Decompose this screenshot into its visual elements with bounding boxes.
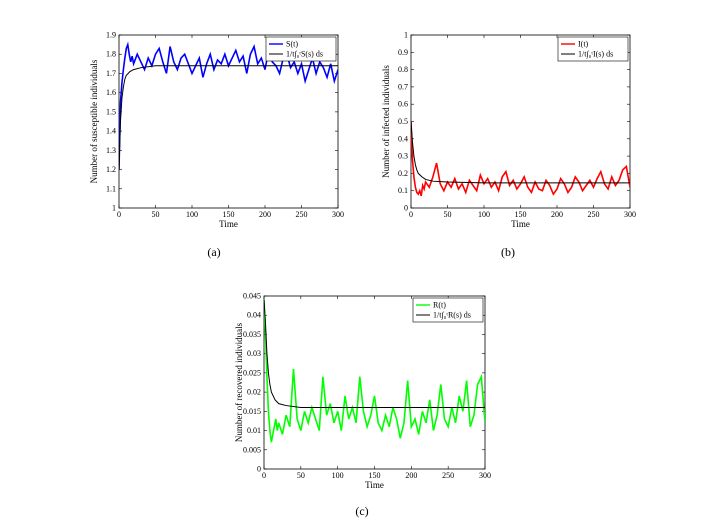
y-tick-label: 0.04: [247, 311, 261, 320]
x-tick-label: 150: [369, 471, 381, 480]
y-tick-label: 1: [112, 204, 116, 213]
legend-entry: R(t): [433, 301, 446, 310]
x-axis-label: Time: [365, 480, 384, 490]
y-tick-label: 0.01: [247, 426, 261, 435]
y-tick-label: 0.7: [398, 82, 408, 91]
series-line-2: [264, 299, 485, 408]
y-tick-label: 1.5: [106, 107, 116, 116]
panel-label: (b): [501, 245, 515, 259]
panel-label: (c): [355, 504, 368, 518]
chart-panel-2: 0 50 100 150 200 250 300 0 0.1 0.2 0.3 0.4 0.5 0.6 0.7…: [381, 31, 636, 260]
series-line-2: [411, 121, 630, 184]
legend: R(t)1/t∫₀ᵗR(s) ds: [412, 297, 484, 323]
y-tick-label: 0: [257, 465, 261, 474]
legend-box: [412, 297, 484, 323]
y-tick-label: 1.7: [106, 69, 116, 78]
legend: S(t)1/t∫₀ᵗS(s) ds: [265, 36, 337, 62]
x-tick-label: 250: [442, 471, 454, 480]
y-tick-label: 1.1: [106, 184, 116, 193]
x-tick-label: 50: [444, 210, 452, 219]
y-tick-label: 1.2: [106, 165, 116, 174]
y-tick-label: 0.03: [247, 349, 261, 358]
x-tick-label: 100: [332, 471, 344, 480]
x-tick-label: 200: [259, 210, 271, 219]
y-tick-label: 0.035: [243, 330, 261, 339]
y-tick-label: 0.02: [247, 388, 261, 397]
y-tick-label: 0: [404, 204, 408, 213]
y-axis-label: Number of susceptible individuals: [89, 59, 99, 183]
panel-label: (a): [207, 245, 220, 259]
series-line-1: [264, 299, 485, 443]
x-tick-label: 100: [186, 210, 198, 219]
y-tick-label: 0.005: [243, 445, 261, 454]
x-tick-label: 300: [479, 471, 491, 480]
y-tick-label: 0.1: [398, 186, 408, 195]
y-tick-label: 0.6: [398, 100, 408, 109]
y-tick-label: 1.8: [106, 50, 116, 59]
legend-entry: I(t): [578, 40, 589, 49]
x-tick-label: 300: [332, 210, 344, 219]
y-tick-label: 0.025: [243, 368, 261, 377]
x-tick-label: 150: [223, 210, 235, 219]
y-tick-label: 0.045: [243, 292, 261, 301]
x-tick-label: 0: [262, 471, 266, 480]
chart-panel-1: 0 50 100 150 200 250 300 1 1.1 1.2 1.3 1.4 1.5 1.6 1.7…: [89, 31, 344, 260]
x-tick-label: 0: [409, 210, 413, 219]
y-tick-label: 0.5: [398, 117, 408, 126]
y-axis-label: Number of recovered individuals: [234, 322, 244, 442]
y-tick-label: 1.3: [106, 146, 116, 155]
y-tick-label: 0.3: [398, 152, 408, 161]
y-axis-label: Number of infected individuals: [381, 65, 391, 178]
x-tick-label: 50: [152, 210, 160, 219]
x-tick-label: 150: [515, 210, 527, 219]
series-line-2: [119, 65, 338, 170]
y-tick-label: 0.2: [398, 169, 408, 178]
x-axis-label: Time: [219, 219, 238, 229]
legend-entry: 1/t∫₀ᵗS(s) ds: [286, 50, 323, 59]
y-tick-label: 1.4: [106, 127, 116, 136]
x-tick-label: 50: [297, 471, 305, 480]
y-tick-label: 1: [404, 31, 408, 40]
y-tick-label: 0.8: [398, 65, 408, 74]
y-tick-label: 0.9: [398, 48, 408, 57]
legend-entry: 1/t∫₀ᵗR(s) ds: [433, 311, 471, 320]
series-line-1: [119, 41, 338, 170]
y-tick-label: 1.6: [106, 88, 116, 97]
series-line-1: [411, 121, 630, 197]
y-tick-label: 1.9: [106, 31, 116, 40]
x-tick-label: 0: [117, 210, 121, 219]
x-tick-label: 250: [296, 210, 308, 219]
x-tick-label: 250: [588, 210, 600, 219]
plot-area: [263, 295, 486, 470]
legend: I(t)1/t∫₀ᵗI(s) ds: [557, 36, 629, 62]
legend-box: [265, 36, 337, 62]
x-tick-label: 200: [551, 210, 563, 219]
chart-panel-3: 0 50 100 150 200 250 300 0 0.005 0.01 0.015 0.02 0.0…: [234, 292, 491, 519]
y-tick-label: 0.015: [243, 407, 261, 416]
legend-box: [557, 36, 629, 62]
x-tick-label: 200: [405, 471, 417, 480]
legend-entry: 1/t∫₀ᵗI(s) ds: [578, 50, 613, 59]
y-tick-label: 0.4: [398, 134, 408, 143]
x-tick-label: 100: [478, 210, 490, 219]
x-axis-label: Time: [511, 219, 530, 229]
x-tick-label: 300: [624, 210, 636, 219]
legend-entry: S(t): [286, 40, 298, 49]
